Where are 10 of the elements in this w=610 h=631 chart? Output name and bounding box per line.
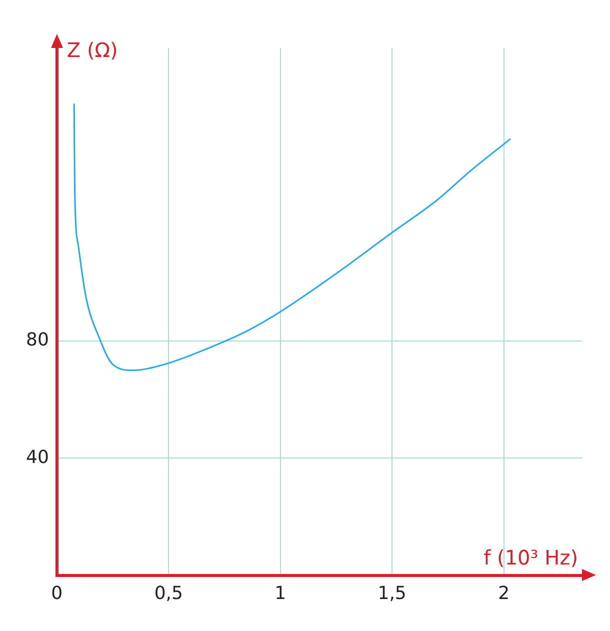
x-tick-label: 2 (498, 582, 510, 604)
y-axis-title: Z (Ω) (66, 38, 118, 62)
x-tick-label: 1,5 (378, 582, 406, 604)
y-tick-label: 80 (26, 330, 49, 351)
x-axis-title: f (10³ Hz) (484, 546, 578, 570)
x-tick-label: 0,5 (154, 582, 183, 604)
line-series (73, 102, 512, 372)
x-tick-label: 1 (274, 582, 286, 604)
y-tick-label: 40 (26, 446, 49, 468)
x-tick-label: 0 (51, 582, 63, 604)
